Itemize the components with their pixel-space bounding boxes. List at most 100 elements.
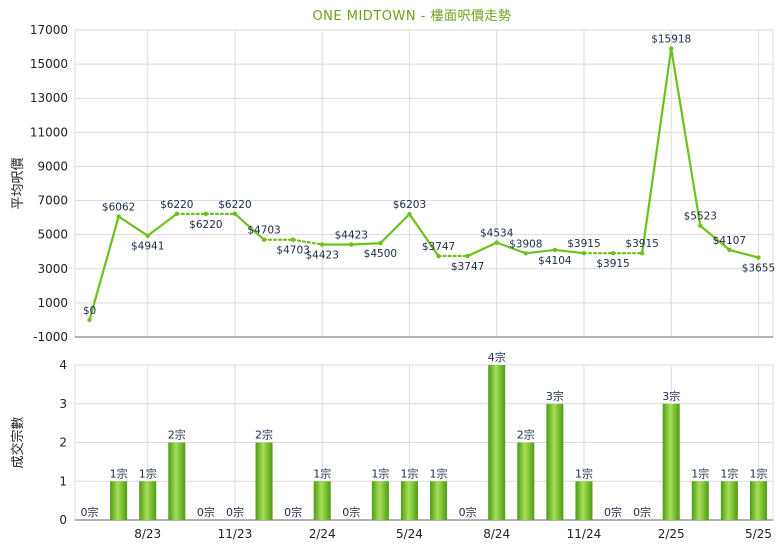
price-line-segment: [699, 224, 731, 251]
line-y-tick-label: 17000: [30, 23, 68, 37]
price-data-label: $4941: [131, 241, 164, 253]
line-y-tick-label: 15000: [30, 57, 68, 71]
volume-bar-label: 0宗: [604, 505, 622, 519]
volume-bar-label: 1宗: [720, 466, 738, 480]
price-data-label: $4104: [538, 255, 572, 267]
volume-bar: [313, 481, 331, 520]
line-y-axis: -1000 1000 3000 5000 7000 9000 11000 13000 15000…: [30, 23, 68, 344]
price-data-label: $4500: [364, 248, 397, 260]
price-data-label: $15918: [651, 33, 691, 45]
volume-bar-label: 3宗: [546, 389, 564, 403]
line-y-tick-label: 7000: [37, 194, 68, 208]
price-points: [87, 46, 761, 323]
line-plot-area: [74, 29, 774, 338]
volume-bar-label: 0宗: [633, 505, 651, 519]
price-point: [639, 250, 645, 256]
volume-bar-label: 1宗: [749, 466, 767, 480]
price-point: [407, 211, 412, 217]
volume-bar-label: 1宗: [110, 466, 128, 480]
line-y-axis-label: 平均呎價: [11, 157, 26, 209]
volume-bar-label: 2宗: [517, 428, 535, 442]
volume-bar-label: 1宗: [430, 466, 448, 480]
price-point: [203, 211, 209, 217]
volume-bar-label: 0宗: [459, 505, 477, 519]
price-line-segment: [88, 215, 120, 322]
bar-x-tick-label: 2/24: [309, 527, 336, 541]
volume-bars: [110, 365, 767, 520]
price-point: [669, 46, 674, 51]
price-line-segment: [553, 248, 586, 255]
volume-bar: [168, 442, 186, 520]
price-line-segment: [379, 213, 411, 245]
line-y-tick-label: 5000: [37, 228, 68, 242]
bar-x-tick-label: 2/25: [658, 527, 685, 541]
price-line-segment: [146, 212, 178, 237]
price-point: [436, 253, 441, 259]
price-data-label: $3747: [422, 241, 455, 253]
bar-x-tick-label: 8/23: [134, 527, 161, 541]
price-data-label: $3747: [451, 261, 484, 273]
price-data-label: $4703: [276, 245, 309, 257]
line-y-tick-label: -1000: [33, 330, 68, 344]
price-data-label: $4107: [713, 235, 746, 247]
price-point: [756, 255, 761, 260]
price-data-label: $3915: [625, 238, 658, 250]
volume-bar-label: 0宗: [284, 505, 302, 519]
price-line-segment: [728, 248, 760, 259]
price-point: [290, 237, 296, 242]
price-point: [116, 214, 121, 219]
volume-bar-label: 1宗: [313, 466, 331, 480]
volume-bar-label: 0宗: [226, 505, 244, 519]
price-data-label: $6220: [218, 199, 251, 211]
price-data-label: $3655: [742, 263, 775, 275]
price-data-label: $6203: [393, 199, 426, 211]
volume-bar-label: 3宗: [662, 389, 680, 403]
price-data-label: $6220: [160, 199, 193, 211]
bar-y-tick-label: 1: [59, 474, 67, 488]
price-data-label: $4423: [335, 230, 368, 242]
volume-bar: [720, 481, 738, 520]
price-data-label: $6220: [189, 219, 222, 231]
bar-y-axis-label: 成交宗數: [10, 416, 26, 468]
price-line-segment: [524, 248, 556, 255]
volume-bar: [110, 481, 128, 520]
price-series: [88, 47, 760, 322]
bar-y-tick-label: 3: [59, 397, 67, 411]
price-data-label: $3908: [509, 238, 542, 250]
price-point: [494, 240, 499, 245]
price-point: [698, 223, 703, 228]
line-y-tick-label: 9000: [37, 159, 68, 173]
price-data-label: $4534: [480, 228, 514, 240]
bar-y-axis: 0 1 2 3 4: [59, 358, 67, 527]
volume-bar-label: 1宗: [139, 466, 157, 480]
volume-bar-label: 0宗: [342, 505, 360, 519]
volume-bar: [575, 481, 593, 520]
volume-bar: [430, 481, 448, 520]
price-point: [465, 253, 470, 259]
volume-bar: [691, 481, 709, 520]
price-point: [145, 233, 150, 238]
price-line-segment: [233, 212, 266, 241]
price-data-label: $6062: [102, 202, 135, 214]
bar-x-axis: 8/23 11/23 2/24 5/24 8/24 11/24 2/25 5/25: [134, 527, 772, 541]
price-line-segment: [495, 241, 527, 255]
line-y-tick-label: 11000: [30, 125, 68, 139]
price-line-segment: [350, 242, 382, 246]
price-line-segment: [641, 47, 673, 255]
price-point: [174, 211, 179, 217]
volume-bar-label: 1宗: [371, 466, 389, 480]
price-point: [378, 240, 383, 246]
chart-title: ONE MIDTOWN - 樓面呎價走勢: [312, 9, 511, 24]
volume-bar-label: 4宗: [488, 350, 506, 364]
price-line-chart: -1000 1000 3000 5000 7000 9000 11000 13000 15000…: [11, 23, 775, 344]
price-line-segment: [408, 213, 440, 258]
volume-bar-label: 1宗: [691, 466, 709, 480]
bar-y-tick-label: 0: [59, 513, 67, 527]
volume-bar: [255, 442, 273, 520]
price-point: [349, 242, 354, 247]
volume-bar-label: 2宗: [255, 428, 273, 442]
price-point: [87, 317, 92, 323]
price-point: [552, 247, 558, 253]
volume-bar-label: 1宗: [575, 466, 593, 480]
